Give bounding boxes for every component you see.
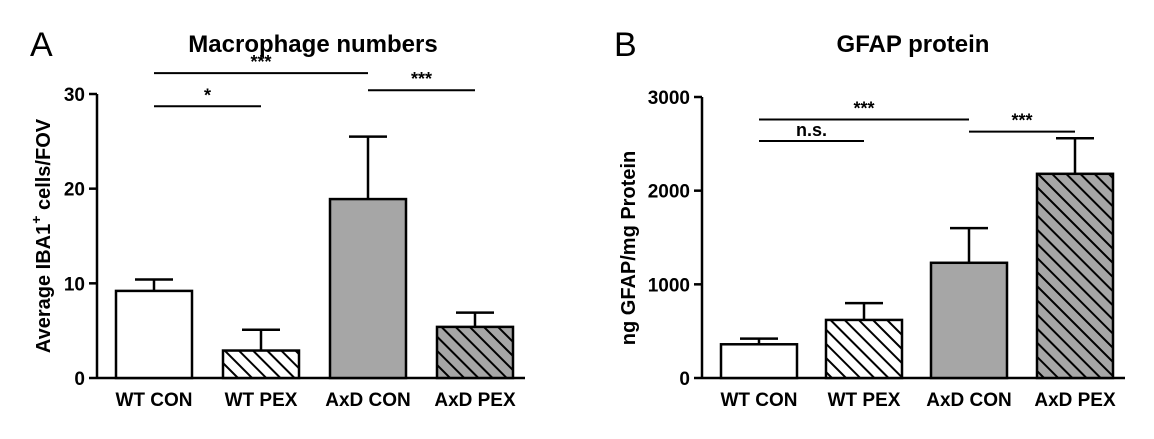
panel-letter: B — [614, 26, 637, 64]
bar — [114, 289, 194, 380]
y-tick-label: 30 — [64, 85, 85, 106]
bar — [719, 343, 799, 380]
bar — [1035, 172, 1115, 380]
bar — [435, 325, 515, 380]
chart-title: Macrophage numbers — [188, 31, 437, 58]
x-tick-label: AxD CON — [325, 390, 411, 411]
x-tick-label: WT CON — [720, 390, 797, 411]
x-tick-label: WT PEX — [225, 390, 298, 411]
x-tick-label: WT PEX — [828, 390, 901, 411]
significance-label: * — [204, 85, 211, 105]
y-tick-label: 3000 — [648, 88, 690, 109]
y-tick-label: 20 — [64, 180, 85, 201]
y-tick-label: 2000 — [648, 182, 690, 203]
significance-label: n.s. — [796, 120, 827, 140]
x-tick-label: WT CON — [115, 390, 192, 411]
y-tick-label: 0 — [679, 369, 690, 390]
y-axis-label: Average IBA1+ cells/FOV — [28, 118, 55, 353]
x-tick-label: AxD PEX — [434, 390, 516, 411]
x-tick-label: AxD CON — [926, 390, 1012, 411]
y-tick-label: 10 — [64, 274, 85, 295]
y-tick-label: 0 — [74, 369, 85, 390]
significance-label: *** — [853, 98, 874, 118]
panel-letter: A — [30, 26, 53, 64]
significance-label: *** — [411, 69, 432, 89]
significance-label: *** — [1011, 111, 1032, 131]
bar — [328, 197, 408, 380]
bar — [929, 261, 1009, 380]
chart-title: GFAP protein — [837, 31, 990, 58]
chart-panel-b: B GFAP protein ng GFAP/mg Protein 0 1000 2… — [614, 26, 1125, 411]
chart-panel-a: A Macrophage numbers Average IBA1+ cells… — [28, 26, 525, 411]
bar — [221, 349, 301, 380]
y-axis-label: ng GFAP/mg Protein — [618, 151, 640, 345]
x-tick-label: AxD PEX — [1034, 390, 1116, 411]
significance-label: *** — [250, 52, 271, 72]
y-tick-label: 1000 — [648, 275, 690, 296]
bar — [824, 318, 904, 380]
